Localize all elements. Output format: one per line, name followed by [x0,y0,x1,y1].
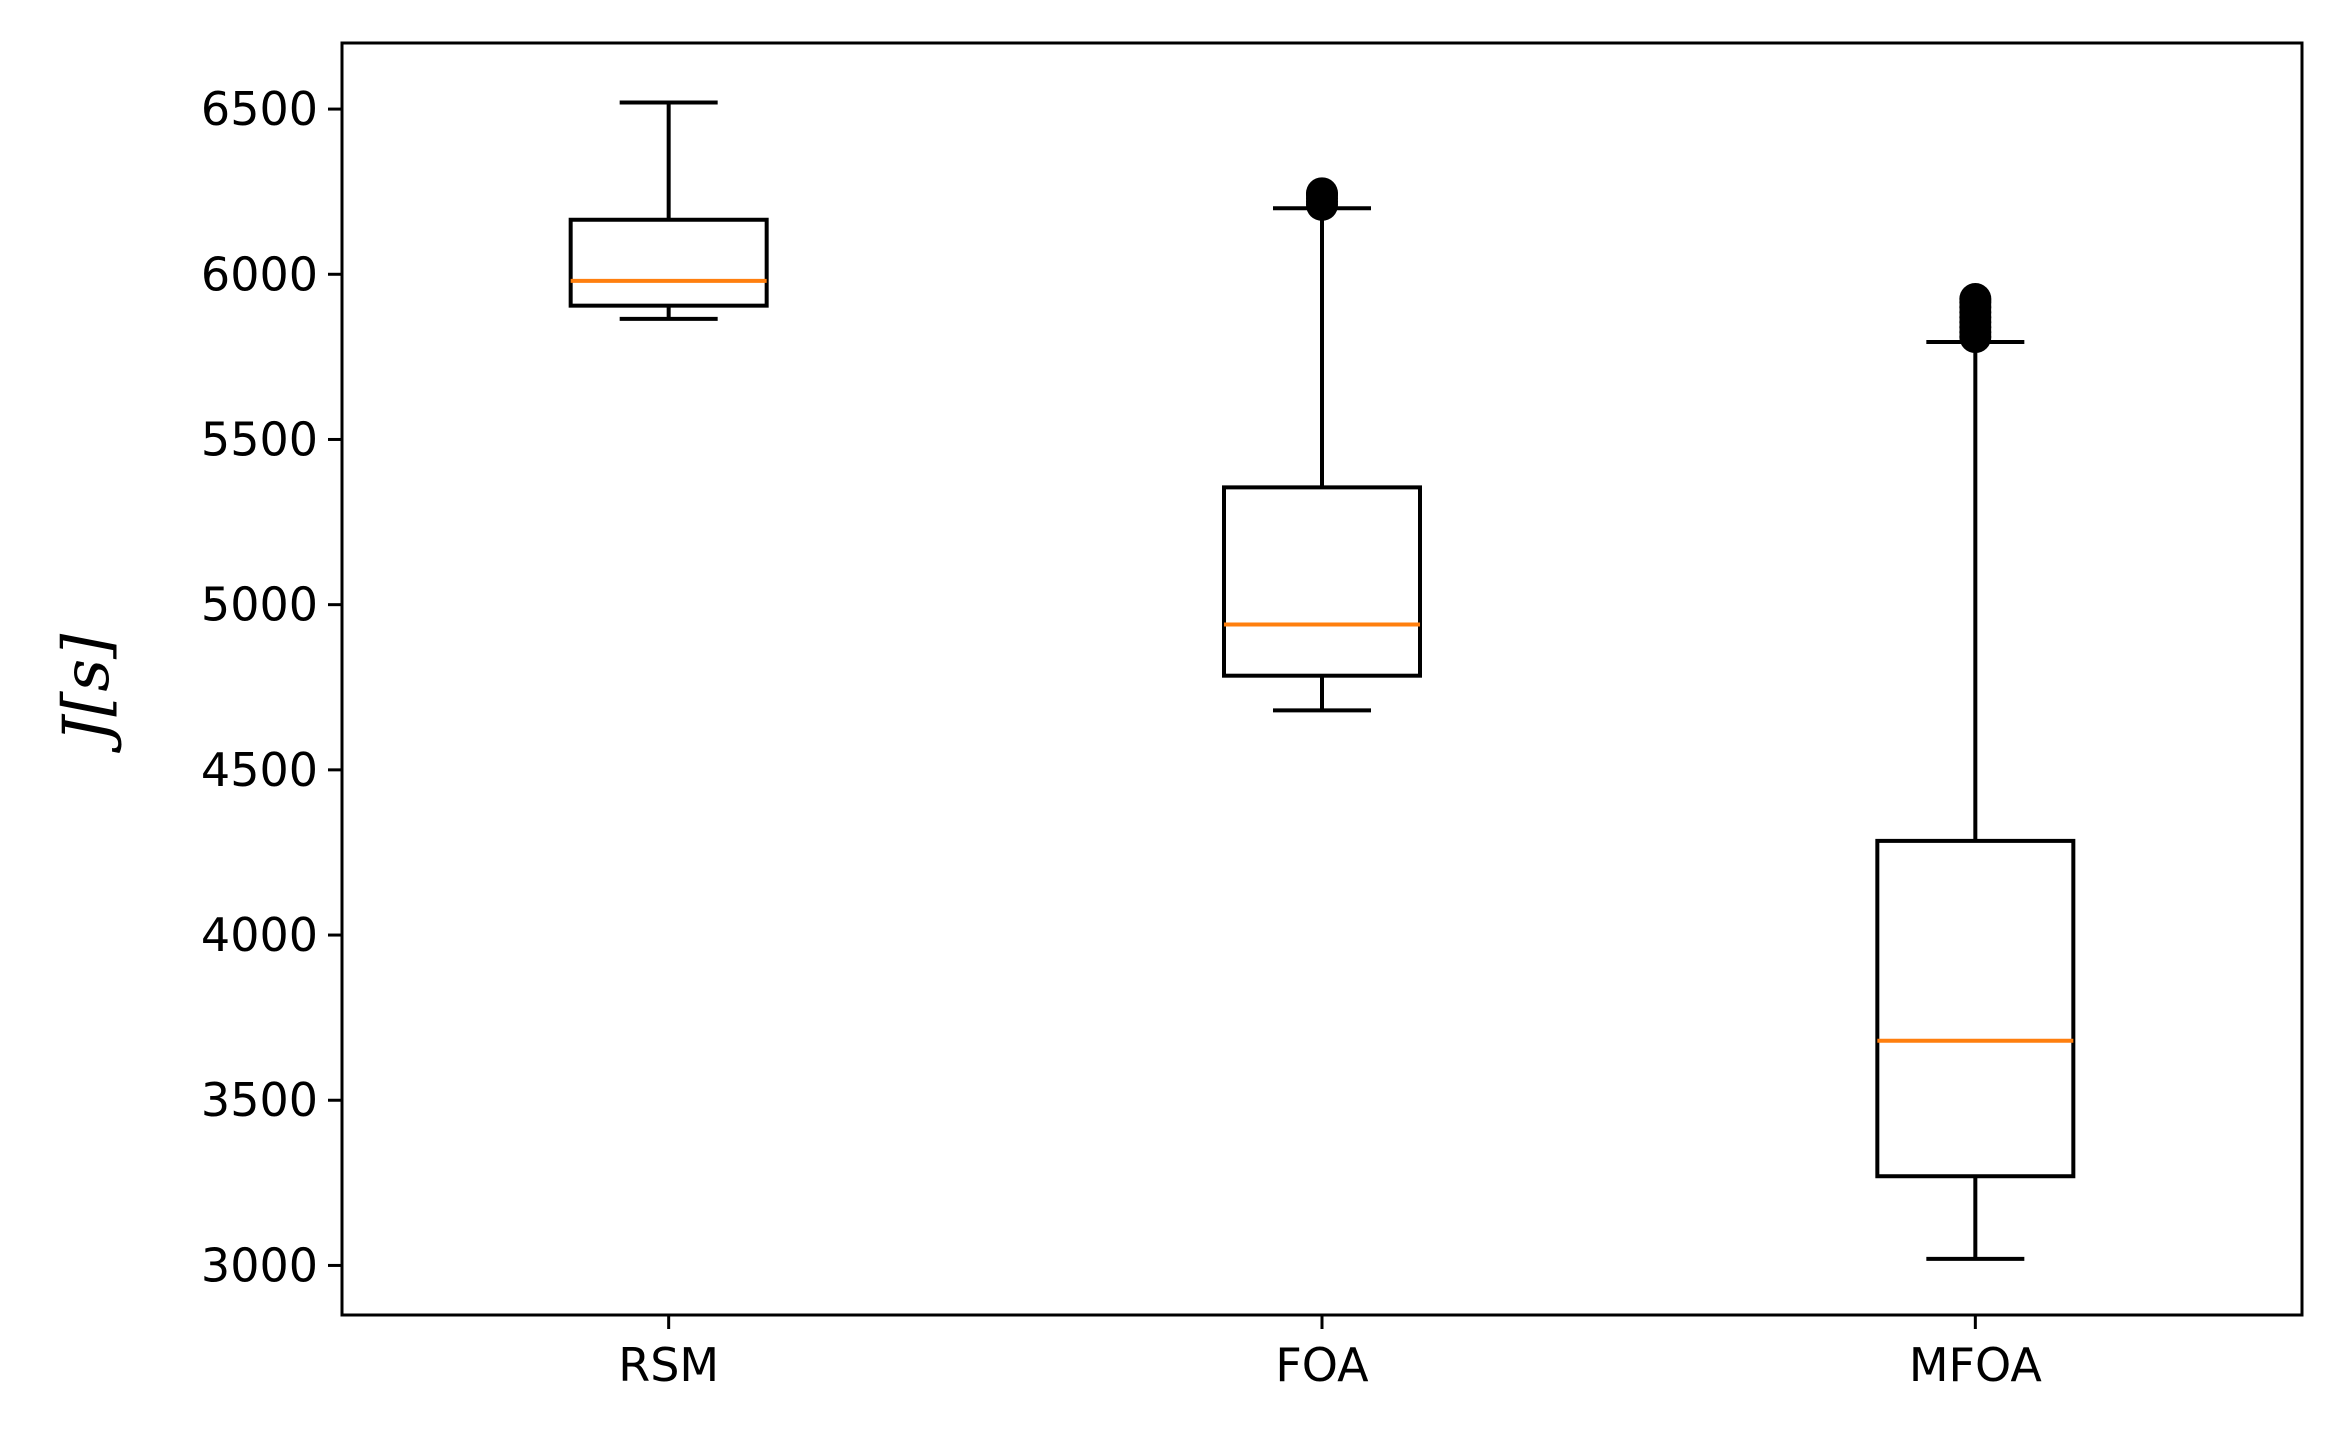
x-tick-label: RSM [618,1338,719,1392]
y-tick-label: 6500 [201,82,318,136]
iqr-box [1222,485,1422,678]
box-group-mfoa [1875,283,2076,1261]
y-tick-label: 5000 [201,578,318,632]
box-group-foa [1222,177,1422,713]
y-axis: 3000 3500 4000 4500 5000 5500 6000 6500 [201,82,342,1292]
x-tick-label: FOA [1275,1338,1369,1392]
plot-marks [568,100,2076,1261]
outlier-point [1306,177,1338,210]
y-tick-label: 4000 [201,908,318,962]
y-tick-label: 3000 [201,1238,318,1292]
y-tick-label: 3500 [201,1073,318,1127]
box-group-rsm [568,100,769,321]
y-axis-label: J[s] [50,633,124,753]
y-tick-label: 6000 [201,247,318,301]
iqr-box [568,217,769,308]
x-axis: RSM FOA MFOA [618,1315,2042,1392]
x-tick-label: MFOA [1909,1338,2043,1392]
y-tick-label: 5500 [201,412,318,466]
iqr-box [1875,838,2076,1179]
outlier-point [1959,283,1992,316]
y-tick-label: 4500 [201,743,318,797]
